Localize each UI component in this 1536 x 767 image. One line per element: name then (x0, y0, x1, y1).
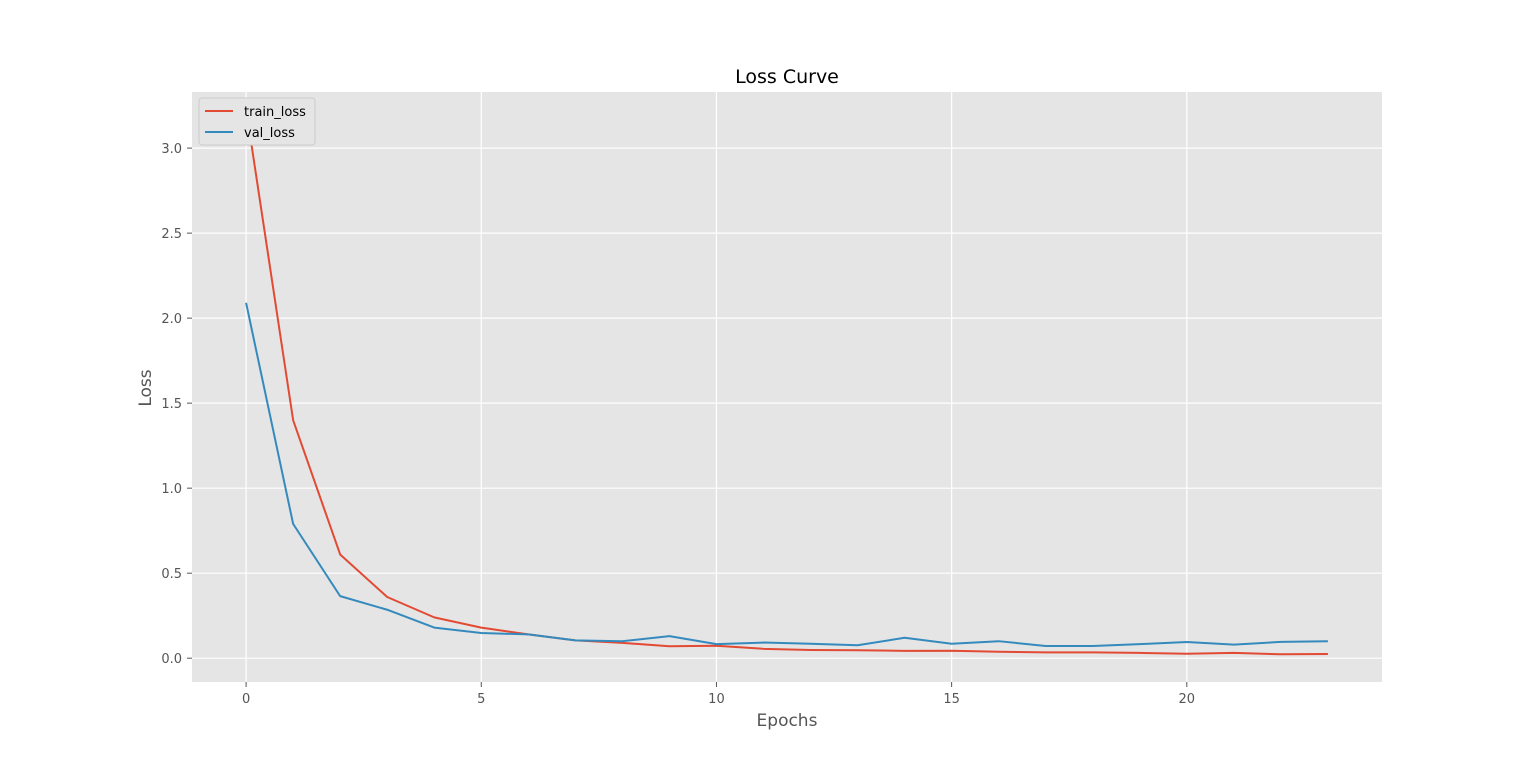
x-tick-label: 15 (943, 692, 960, 707)
y-tick-label: 0.0 (161, 652, 182, 667)
x-tick-label: 0 (242, 692, 250, 707)
plot-area (192, 92, 1382, 682)
y-axis-label: Loss (136, 369, 156, 406)
x-tick-label: 20 (1179, 692, 1196, 707)
x-tick-label: 5 (477, 692, 485, 707)
y-tick-label: 1.0 (161, 482, 182, 497)
x-tick-label: 10 (708, 692, 725, 707)
y-tick-label: 3.0 (161, 142, 182, 157)
grid-lines (192, 92, 1382, 682)
y-tick-label: 2.0 (161, 312, 182, 327)
y-tick-label: 1.5 (161, 397, 182, 412)
chart-title: Loss Curve (735, 66, 839, 88)
train-loss-line (245, 108, 1328, 656)
y-tick-label: 0.5 (161, 567, 182, 582)
series-lines (245, 108, 1328, 656)
legend-label: val_loss (244, 126, 295, 141)
axis-ticks: 0 5 10 15 20 0.0 0.5 1.0 1.5 2.0 2.5 3.0 (161, 142, 1195, 707)
x-axis-label: Epochs (757, 711, 818, 731)
legend-label: train_loss (244, 105, 306, 120)
val-loss-line (245, 302, 1328, 647)
legend-box (198, 97, 316, 146)
legend: train_loss val_loss (198, 97, 316, 146)
y-tick-label: 2.5 (161, 227, 182, 242)
